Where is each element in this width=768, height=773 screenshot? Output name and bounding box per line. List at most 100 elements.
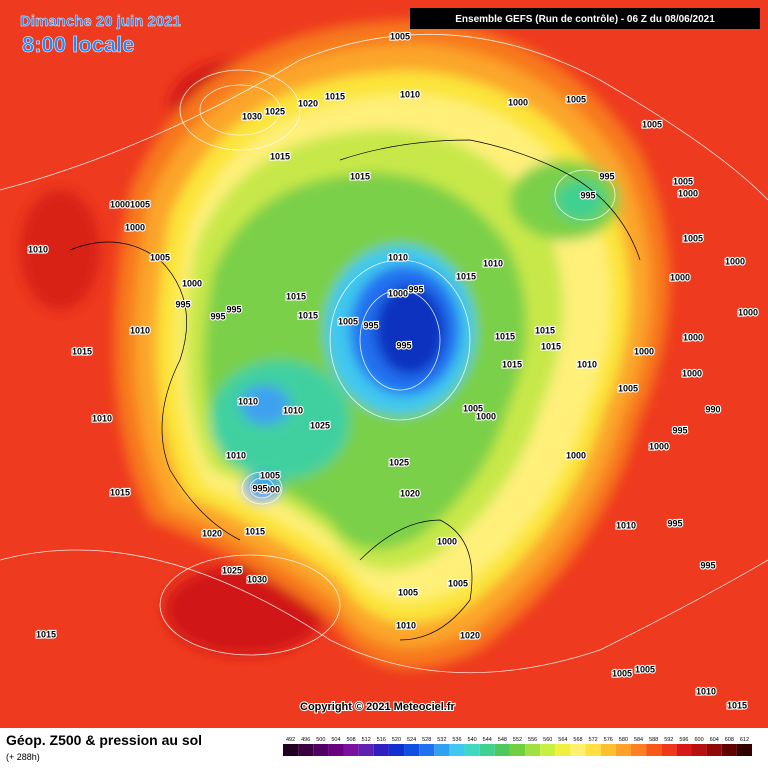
coastlines	[69, 139, 641, 641]
colorbar-label: 604	[710, 737, 719, 743]
colorbar-swatch	[570, 744, 586, 756]
isobar-label: 1005	[673, 176, 693, 186]
isobar-label: 1005	[612, 668, 632, 678]
colorbar-swatch	[464, 744, 480, 756]
colorbar-label: 560	[543, 737, 552, 743]
colorbar-swatch	[706, 744, 722, 756]
isobar-label: 1000	[182, 278, 202, 288]
isobar-label: 1010	[696, 686, 716, 696]
isobar-label: 1010	[396, 620, 416, 630]
isobar-label: 1000	[683, 332, 703, 342]
isobar-label: 1000	[682, 368, 702, 378]
isobar-label: 1005	[130, 199, 150, 209]
colorbar-label: 552	[513, 737, 522, 743]
isobar-label: 995	[363, 320, 378, 330]
isobar-label: 1020	[202, 528, 222, 538]
colorbar-label: 512	[362, 737, 371, 743]
isobar-label: 1025	[389, 457, 409, 467]
isobar-label: 1000	[738, 307, 758, 317]
colorbar-swatch	[661, 744, 677, 756]
isobar-label: 1005	[150, 252, 170, 262]
colorbar-label: 592	[664, 737, 673, 743]
colorbar-label: 576	[604, 737, 613, 743]
isobar-label: 1000	[670, 272, 690, 282]
colorbar-swatch	[494, 744, 510, 756]
colorbar-swatch	[358, 744, 374, 756]
isobar-label: 1000	[110, 199, 130, 209]
isobar-label: 995	[175, 299, 190, 309]
colorbar-label: 524	[407, 737, 416, 743]
isobar-label: 1015	[36, 629, 56, 639]
colorbar-swatch	[525, 744, 541, 756]
colorbar-label: 564	[558, 737, 567, 743]
colorbar-label: 556	[528, 737, 537, 743]
colorbar-swatch	[283, 744, 299, 756]
isobar-label: 1015	[298, 310, 318, 320]
isobar-label: 1005	[642, 119, 662, 129]
isobar-label: 1000	[508, 97, 528, 107]
colorbar-swatch	[509, 744, 526, 756]
isobar-label: 1005	[618, 383, 638, 393]
colorbar-label: 492	[286, 737, 295, 743]
isobar-label: 995	[599, 171, 614, 181]
colorbar-label: 500	[316, 737, 325, 743]
colorbar-swatch	[630, 744, 647, 756]
isobar-label: 995	[210, 311, 225, 321]
colorbar-label: 572	[589, 737, 598, 743]
colorbar-swatch	[404, 744, 420, 756]
colorbar-label: 504	[331, 737, 340, 743]
colorbar-swatch	[434, 744, 450, 756]
run-info: Ensemble GEFS (Run de contrôle) - 06 Z d…	[455, 14, 715, 25]
isobar-label: 1005	[390, 31, 410, 41]
isobar-label: 1005	[448, 578, 468, 588]
isobar-label: 1000	[649, 441, 669, 451]
isobar-label: 995	[226, 304, 241, 314]
colorbar-swatch	[736, 744, 752, 756]
colorbar-label: 588	[649, 737, 658, 743]
isobar-label: 995	[667, 518, 682, 528]
isobar-label: 995	[396, 340, 411, 350]
field	[20, 20, 670, 670]
isobar-label: 1005	[683, 233, 703, 243]
colorbar-swatch	[419, 744, 435, 756]
isobar-label: 1000	[678, 188, 698, 198]
colorbar-swatch	[479, 744, 495, 756]
isobar-label: 1015	[535, 325, 555, 335]
isobar-label: 1000	[476, 411, 496, 421]
isobar-label: 995	[408, 284, 423, 294]
copyright: Copyright © 2021 Meteociel.fr	[300, 701, 456, 713]
colorbar-swatch	[373, 744, 389, 756]
isobar-label: 1015	[286, 291, 306, 301]
isobar-label: 1010	[400, 89, 420, 99]
isobar-label: 995	[252, 483, 267, 493]
colorbar-label: 540	[468, 737, 477, 743]
product-title: Géop. Z500 & pression au sol	[6, 732, 202, 748]
isobar-label: 1015	[502, 359, 522, 369]
isobar-label: 1010	[616, 520, 636, 530]
isobar-label: 1010	[483, 258, 503, 268]
lead-time: (+ 288h)	[6, 752, 40, 762]
colorbar-swatch	[600, 744, 616, 756]
colorbar-swatch	[313, 744, 329, 756]
isobar-label: 1010	[92, 413, 112, 423]
isobar-label: 1005	[260, 470, 280, 480]
isobar-label: 1005	[566, 94, 586, 104]
isobar-label: 1030	[242, 111, 262, 121]
colorbar-label: 612	[740, 737, 749, 743]
colorbar-label: 600	[694, 737, 703, 743]
colorbar-label: 596	[679, 737, 688, 743]
isobar-label: 1000	[437, 536, 457, 546]
colorbar-label: 496	[301, 737, 310, 743]
colorbar-label: 608	[725, 737, 734, 743]
colorbar-swatch	[721, 744, 737, 756]
isobar-label: 1000	[725, 256, 745, 266]
colorbar-label: 532	[437, 737, 446, 743]
isobar-label: 1030	[247, 574, 267, 584]
colorbar-swatch	[298, 744, 314, 756]
isobar-label: 1015	[245, 526, 265, 536]
isobar-label: 1025	[265, 106, 285, 116]
isobar-label: 995	[700, 560, 715, 570]
colorbar-swatch	[388, 744, 405, 756]
isobar-label: 1020	[460, 630, 480, 640]
